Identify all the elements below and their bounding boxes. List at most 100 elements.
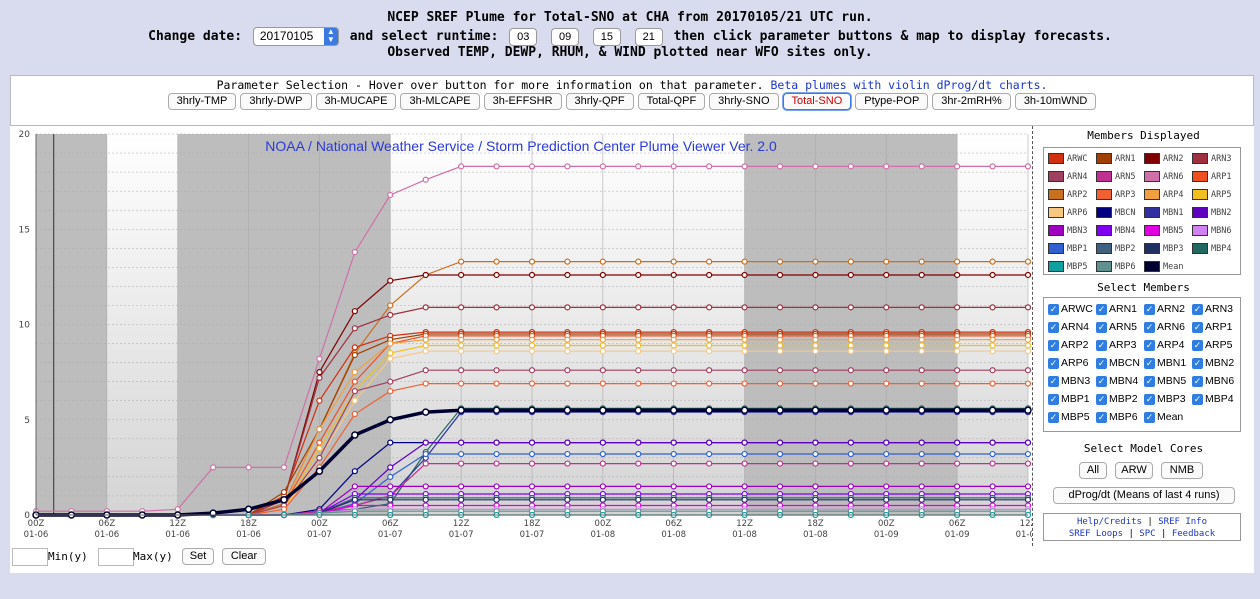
- member-checkbox-arp1[interactable]: ✓ ARP1: [1192, 321, 1232, 333]
- param-button-ptype-pop[interactable]: Ptype-POP: [855, 93, 929, 110]
- member-checkbox-mbcn[interactable]: ✓ MBCN: [1096, 357, 1140, 369]
- x-tick-date: 01-08: [591, 530, 616, 540]
- param-button-3h-mlcape[interactable]: 3h-MLCAPE: [400, 93, 480, 110]
- param-button-3hrly-qpf[interactable]: 3hrly-QPF: [565, 93, 634, 110]
- member-checkbox-mbp4[interactable]: ✓ MBP4: [1192, 393, 1234, 405]
- check-icon[interactable]: ✓: [1192, 393, 1203, 405]
- member-checkbox-mbp2[interactable]: ✓ MBP2: [1096, 393, 1138, 405]
- member-checkbox-mbp1[interactable]: ✓ MBP1: [1048, 393, 1090, 405]
- member-checkbox-arn3[interactable]: ✓ ARN3: [1192, 303, 1233, 315]
- param-button-3hrly-sno[interactable]: 3hrly-SNO: [709, 93, 779, 110]
- member-checkbox-mbn6[interactable]: ✓ MBN6: [1192, 375, 1234, 387]
- series-point-arp5: [1024, 342, 1032, 349]
- member-checkbox-mean[interactable]: ✓ Mean: [1144, 411, 1183, 423]
- param-button-total-sno[interactable]: Total-SNO: [782, 93, 852, 110]
- runtime-button-15[interactable]: 15: [592, 27, 621, 46]
- check-icon[interactable]: ✓: [1048, 393, 1059, 405]
- check-icon[interactable]: ✓: [1144, 339, 1155, 351]
- series-point-arp6: [599, 348, 606, 355]
- param-button-3hr-2mrh-[interactable]: 3hr-2mRH%: [932, 93, 1011, 110]
- check-icon[interactable]: ✓: [1048, 411, 1059, 423]
- check-icon[interactable]: ✓: [1192, 375, 1203, 387]
- series-point-arp6: [706, 348, 713, 355]
- dprog-button[interactable]: dProg/dt (Means of last 4 runs): [1053, 487, 1235, 504]
- member-checkbox-mbp5[interactable]: ✓ MBP5: [1048, 411, 1090, 423]
- member-checkbox-mbn5[interactable]: ✓ MBN5: [1144, 375, 1186, 387]
- param-button-3h-10mwnd[interactable]: 3h-10mWND: [1014, 93, 1097, 110]
- check-icon[interactable]: ✓: [1192, 303, 1203, 315]
- series-point-mbp3: [564, 496, 571, 503]
- member-checkbox-arp2[interactable]: ✓ ARP2: [1048, 339, 1088, 351]
- member-checkbox-mbp3[interactable]: ✓ MBP3: [1144, 393, 1186, 405]
- member-checkbox-arn4[interactable]: ✓ ARN4: [1048, 321, 1089, 333]
- member-checkbox-mbn2[interactable]: ✓ MBN2: [1192, 357, 1234, 369]
- check-icon[interactable]: ✓: [1144, 321, 1155, 333]
- date-select[interactable]: 20170105 ▲ ▼: [252, 27, 339, 46]
- member-checkbox-arp3[interactable]: ✓ ARP3: [1096, 339, 1136, 351]
- clear-button[interactable]: Clear: [222, 548, 266, 565]
- select-members-title: Select Members: [1097, 281, 1190, 294]
- series-point-mbn2: [812, 439, 819, 446]
- member-checkbox-mbn1[interactable]: ✓ MBN1: [1144, 357, 1186, 369]
- check-icon[interactable]: ✓: [1096, 357, 1107, 369]
- series-point-mean: [988, 406, 997, 414]
- check-icon[interactable]: ✓: [1144, 411, 1155, 423]
- member-legend-item: MBP2: [1096, 243, 1135, 254]
- check-icon[interactable]: ✓: [1144, 393, 1155, 405]
- set-button[interactable]: Set: [182, 548, 214, 565]
- runtime-button-21[interactable]: 21: [634, 27, 663, 46]
- member-checkbox-arp4[interactable]: ✓ ARP4: [1144, 339, 1184, 351]
- param-button-3h-effshr[interactable]: 3h-EFFSHR: [483, 93, 562, 110]
- check-icon[interactable]: ✓: [1192, 339, 1203, 351]
- help-credits-link[interactable]: Help/Credits: [1076, 517, 1142, 527]
- cores-nmb-button[interactable]: NMB: [1161, 462, 1203, 479]
- sref-info-link[interactable]: SREF Info: [1158, 517, 1208, 527]
- member-checkbox-mbn4[interactable]: ✓ MBN4: [1096, 375, 1138, 387]
- check-icon[interactable]: ✓: [1048, 375, 1059, 387]
- runtime-button-03[interactable]: 03: [509, 27, 538, 46]
- check-icon[interactable]: ✓: [1144, 375, 1155, 387]
- series-point-mbp3: [1024, 496, 1032, 503]
- member-checkbox-arp5[interactable]: ✓ ARP5: [1192, 339, 1232, 351]
- check-icon[interactable]: ✓: [1144, 357, 1155, 369]
- check-icon[interactable]: ✓: [1192, 357, 1203, 369]
- check-icon[interactable]: ✓: [1096, 303, 1107, 315]
- param-button-3h-mucape[interactable]: 3h-MUCAPE: [315, 93, 397, 110]
- member-checkbox-mbn3[interactable]: ✓ MBN3: [1048, 375, 1090, 387]
- member-checkbox-mbp6[interactable]: ✓ MBP6: [1096, 411, 1138, 423]
- param-button-3hrly-tmp[interactable]: 3hrly-TMP: [167, 93, 237, 110]
- check-icon[interactable]: ✓: [1144, 303, 1155, 315]
- min-y-input[interactable]: [12, 548, 48, 566]
- members-displayed-title: Members Displayed: [1087, 129, 1200, 142]
- series-point-arp6: [422, 348, 429, 355]
- member-checkbox-arp6[interactable]: ✓ ARP6: [1048, 357, 1088, 369]
- runtime-button-09[interactable]: 09: [551, 27, 580, 46]
- feedback-link[interactable]: Feedback: [1171, 529, 1216, 539]
- check-icon[interactable]: ✓: [1096, 339, 1107, 351]
- check-icon[interactable]: ✓: [1048, 339, 1059, 351]
- spc-link[interactable]: SPC: [1139, 529, 1156, 539]
- param-button-total-qpf[interactable]: Total-QPF: [637, 93, 706, 110]
- check-icon[interactable]: ✓: [1048, 321, 1059, 333]
- check-icon[interactable]: ✓: [1048, 303, 1059, 315]
- max-y-input[interactable]: [98, 548, 134, 566]
- member-checkbox-label: MBN5: [1157, 375, 1187, 387]
- cores-all-button[interactable]: All: [1079, 462, 1107, 479]
- member-checkbox-arn1[interactable]: ✓ ARN1: [1096, 303, 1137, 315]
- member-checkbox-arn6[interactable]: ✓ ARN6: [1144, 321, 1185, 333]
- param-button-3hrly-dwp[interactable]: 3hrly-DWP: [240, 93, 312, 110]
- check-icon[interactable]: ✓: [1096, 393, 1107, 405]
- series-point-arn5: [635, 460, 642, 467]
- beta-plumes-link[interactable]: Beta plumes with violin dProg/dt charts.: [770, 78, 1048, 92]
- cores-arw-button[interactable]: ARW: [1115, 462, 1153, 479]
- check-icon[interactable]: ✓: [1096, 321, 1107, 333]
- member-checkbox-arn5[interactable]: ✓ ARN5: [1096, 321, 1137, 333]
- member-checkbox-arn2[interactable]: ✓ ARN2: [1144, 303, 1185, 315]
- check-icon[interactable]: ✓: [1192, 321, 1203, 333]
- member-checkbox-arwc[interactable]: ✓ ARWC: [1048, 303, 1093, 315]
- sref-loops-link[interactable]: SREF Loops: [1068, 529, 1124, 539]
- check-icon[interactable]: ✓: [1048, 357, 1059, 369]
- check-icon[interactable]: ✓: [1096, 375, 1107, 387]
- check-icon[interactable]: ✓: [1096, 411, 1107, 423]
- series-point-arp6: [387, 355, 394, 362]
